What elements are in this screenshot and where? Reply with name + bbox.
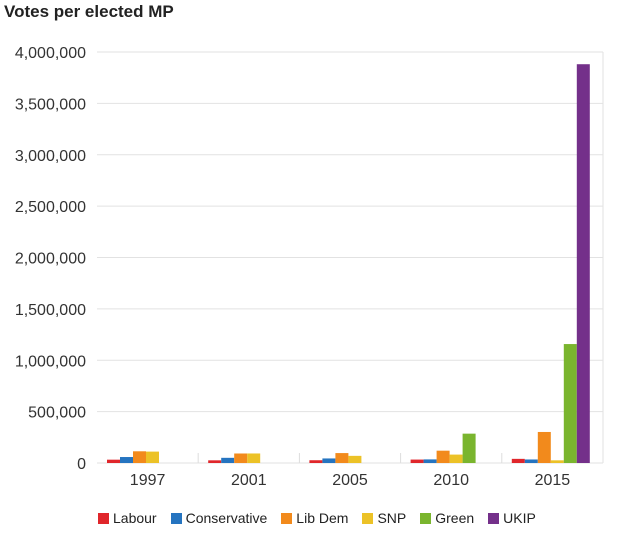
legend-swatch [170, 512, 182, 524]
bar-lib-dem-2005 [335, 453, 349, 463]
bar-green-2015 [563, 344, 577, 463]
x-tick-label: 2015 [535, 472, 571, 489]
legend-label: Labour [113, 510, 157, 526]
bar-conservative-2005 [322, 458, 336, 463]
bar-snp-2001 [247, 453, 261, 463]
bar-lib-dem-2015 [537, 431, 551, 463]
legend-label: UKIP [503, 510, 536, 526]
bar-conservative-2015 [524, 459, 538, 463]
bar-snp-2005 [348, 455, 362, 463]
legend-item: Conservative [170, 510, 268, 526]
y-tick-label: 1,500,000 [15, 302, 86, 319]
y-tick-label: 3,500,000 [15, 96, 86, 113]
x-tick-label: 1997 [130, 472, 166, 489]
bar-labour-2005 [309, 460, 323, 463]
bar-labour-2001 [208, 460, 222, 463]
plot-area: 0 500,000 1,000,000 1,500,000 2,000,000 2,500… [15, 45, 604, 489]
bar-snp-2010 [449, 454, 463, 463]
legend-item: Labour [98, 510, 157, 526]
bar-conservative-1997 [120, 457, 133, 463]
bar-lib-dem-2010 [436, 450, 450, 463]
legend-item: Lib Dem [281, 510, 348, 526]
legend-swatch [98, 512, 109, 524]
bar-snp-2015 [550, 460, 564, 463]
bar-lib-dem-1997 [133, 451, 146, 463]
x-tick-label: 2010 [433, 472, 469, 489]
legend-item: UKIP [488, 510, 536, 526]
legend: Labour Conservative Lib Dem SNP Green UKIP [98, 510, 536, 526]
legend-swatch [362, 512, 374, 524]
y-tick-label: 2,500,000 [15, 199, 86, 216]
x-tick-label: 2001 [231, 472, 267, 489]
legend-label: Conservative [185, 510, 268, 526]
x-tick-label: 2005 [332, 472, 368, 489]
legend-label: Lib Dem [296, 510, 349, 526]
legend-item: SNP [362, 510, 406, 526]
y-tick-label: 1,000,000 [15, 353, 86, 370]
bar-conservative-2010 [423, 459, 437, 463]
bar-labour-2015 [511, 458, 525, 463]
legend-swatch [281, 512, 293, 524]
y-tick-label: 4,000,000 [15, 45, 86, 62]
legend-swatch [420, 512, 432, 524]
bar-labour-1997 [107, 459, 120, 463]
bar-conservative-2001 [221, 457, 235, 463]
chart-title: Votes per elected MP [4, 2, 174, 21]
y-tick-label: 2,000,000 [15, 251, 86, 268]
y-tick-label: 0 [77, 456, 86, 473]
y-tick-label: 500,000 [28, 405, 86, 422]
legend-swatch [488, 512, 500, 524]
bar-ukip-2015 [576, 64, 590, 464]
legend-label: SNP [377, 510, 407, 526]
bar-lib-dem-2001 [234, 453, 248, 463]
y-tick-label: 3,000,000 [15, 148, 86, 165]
bar-snp-1997 [146, 451, 159, 463]
legend-item: Green [420, 510, 474, 526]
legend-label: Green [435, 510, 475, 526]
bar-labour-2010 [410, 459, 424, 463]
bar-green-2010 [462, 433, 476, 463]
